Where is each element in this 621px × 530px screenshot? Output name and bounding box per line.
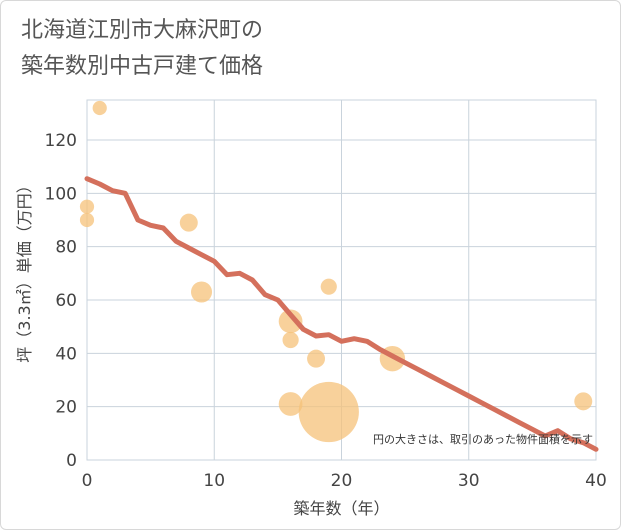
trend-line xyxy=(84,176,599,452)
y-axis-title: 坪（3.3㎡）単価（万円） xyxy=(15,177,34,362)
x-tick-label: 10 xyxy=(203,471,225,491)
y-tick-label: 20 xyxy=(55,398,77,418)
data-bubble xyxy=(190,281,213,303)
chart-title-line-1: 北海道江別市大麻沢町の xyxy=(21,18,264,43)
x-tick-label: 0 xyxy=(82,471,93,491)
x-tick-label: 30 xyxy=(458,471,480,491)
data-bubble xyxy=(320,278,337,295)
data-bubble xyxy=(298,381,359,443)
data-bubble xyxy=(278,309,303,334)
y-tick-label: 0 xyxy=(66,451,77,471)
y-tick-label: 60 xyxy=(55,291,77,311)
chart-title: 北海道江別市大麻沢町の 築年数別中古戸建て価格 xyxy=(21,13,263,85)
y-tick-label: 100 xyxy=(45,184,77,204)
data-bubble xyxy=(92,100,107,116)
x-axis-title: 築年数（年） xyxy=(293,499,389,518)
data-bubble xyxy=(179,213,198,232)
x-tick-label: 40 xyxy=(585,471,607,491)
bubble-size-note: 円の大きさは、取引のあった物件面積を示す xyxy=(373,432,593,446)
y-tick-label: 80 xyxy=(55,238,77,258)
data-bubble xyxy=(307,349,326,368)
chart-title-line-2: 築年数別中古戸建て価格 xyxy=(21,54,264,79)
data-bubble xyxy=(79,212,95,228)
data-bubble xyxy=(79,199,95,214)
data-bubble xyxy=(278,392,303,416)
data-bubble xyxy=(282,331,299,349)
y-tick-label: 40 xyxy=(55,344,77,364)
data-bubble xyxy=(574,392,593,411)
x-tick-label: 20 xyxy=(331,471,353,491)
y-tick-label: 120 xyxy=(45,131,77,151)
